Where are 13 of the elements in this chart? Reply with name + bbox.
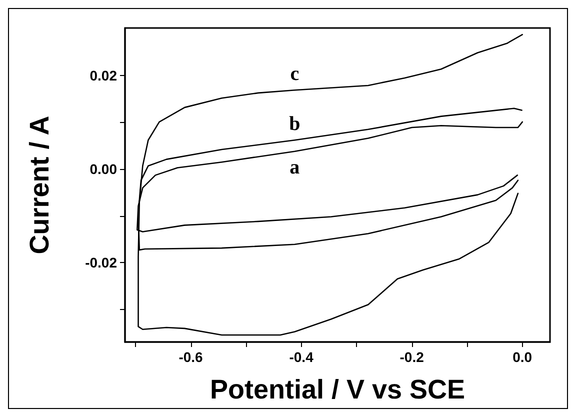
x-axis-title: Potential / V vs SCE (210, 374, 466, 404)
series-label: a (290, 156, 300, 178)
x-tick-label: 0.0 (512, 349, 532, 365)
y-axis-title: Current / A (24, 116, 54, 254)
line-series (138, 34, 524, 336)
x-tick-label: -0.6 (178, 349, 204, 365)
x-tick-label: -0.2 (400, 349, 424, 365)
y-tick-label: 0.02 (90, 68, 118, 84)
y-tick-label: -0.02 (85, 254, 118, 271)
y-tick-label: 0.00 (90, 161, 118, 178)
series-label: c (290, 63, 300, 86)
series-label: b (289, 113, 300, 136)
x-tick-label: -0.4 (289, 349, 314, 365)
